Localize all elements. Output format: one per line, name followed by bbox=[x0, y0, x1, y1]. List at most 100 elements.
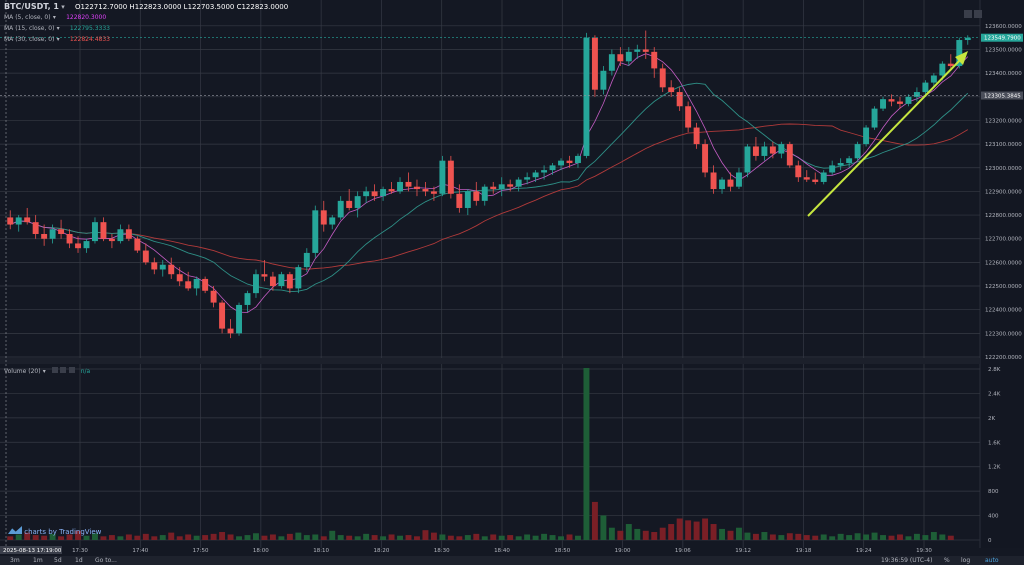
volume-bar bbox=[414, 536, 420, 540]
log-toggle[interactable]: log bbox=[961, 557, 971, 564]
candle-body bbox=[947, 63, 954, 67]
time-tick-label: 18:00 bbox=[253, 548, 269, 554]
volume-bar bbox=[837, 533, 844, 540]
volume-bar bbox=[108, 535, 115, 540]
volume-tick-label: 1.2K bbox=[988, 465, 1001, 471]
volume-bar bbox=[312, 534, 319, 540]
volume-bar bbox=[897, 534, 903, 540]
candle-body bbox=[303, 252, 310, 268]
volume-legend[interactable]: Volume (20) ▾ n/a bbox=[4, 367, 90, 375]
symbol-title[interactable]: BTC/USDT, 1 bbox=[4, 2, 59, 11]
range-1d-button[interactable]: 1d bbox=[75, 557, 83, 564]
volume-bar bbox=[685, 520, 692, 540]
candle-body bbox=[778, 144, 785, 154]
volume-bar bbox=[363, 533, 370, 540]
watermark-text: charts by TradingView bbox=[24, 528, 102, 536]
volume-bar bbox=[227, 534, 234, 540]
candle-body bbox=[769, 146, 776, 154]
candle-body bbox=[41, 233, 48, 239]
ma5-legend[interactable]: MA (5, close, 0) ▾ 122820.3000 bbox=[4, 13, 106, 21]
candle-body bbox=[566, 160, 573, 164]
volume-tick-label: 400 bbox=[988, 514, 999, 520]
price-tick-label: 123600.0000 bbox=[985, 24, 1022, 30]
ma15-label: MA (15, close, 0) bbox=[4, 25, 55, 32]
candle-body bbox=[371, 191, 378, 197]
candle-body bbox=[49, 229, 56, 239]
volume-bar bbox=[66, 534, 73, 540]
volume-bar bbox=[58, 536, 65, 540]
range-5d-button[interactable]: 5d bbox=[54, 557, 62, 564]
candle-body bbox=[795, 165, 802, 178]
price-tick-label: 122300.0000 bbox=[985, 331, 1022, 337]
eye-icon[interactable] bbox=[52, 367, 59, 373]
percent-toggle[interactable]: % bbox=[944, 557, 950, 564]
candle-body bbox=[142, 250, 149, 263]
volume-bar bbox=[854, 533, 861, 540]
chevron-down-icon[interactable]: ▾ bbox=[56, 36, 60, 43]
candle-body bbox=[168, 264, 175, 275]
volume-bar bbox=[693, 521, 700, 540]
candle-body bbox=[837, 163, 844, 166]
volume-bar bbox=[100, 536, 107, 540]
volume-tick-label: 800 bbox=[988, 489, 999, 495]
time-tick-label: 19:18 bbox=[795, 548, 811, 554]
ma15-legend[interactable]: MA (15, close, 0) ▾ 122795.3333 bbox=[4, 24, 110, 32]
crosshair-time-tag bbox=[0, 546, 62, 554]
volume-bar bbox=[880, 535, 886, 540]
candle-body bbox=[7, 217, 14, 225]
time-tick-label: 18:10 bbox=[313, 548, 329, 554]
ma30-legend[interactable]: MA (30, close, 0) ▾ 122824.4833 bbox=[4, 35, 110, 43]
price-tick-label: 122900.0000 bbox=[985, 189, 1022, 195]
candle-body bbox=[422, 189, 429, 192]
candle-body bbox=[591, 37, 598, 90]
candle-body bbox=[498, 184, 505, 190]
symbol-dropdown-icon[interactable]: ▾ bbox=[61, 3, 65, 11]
ma15-value: 122795.3333 bbox=[69, 25, 110, 32]
current-price-label: 123549.7900 bbox=[984, 36, 1021, 42]
tradingview-watermark[interactable]: charts by TradingView bbox=[8, 526, 101, 536]
price-tick-label: 122600.0000 bbox=[985, 260, 1022, 266]
candle-body bbox=[464, 191, 471, 208]
crosshair-time-label bbox=[2, 546, 8, 548]
candle-body bbox=[617, 54, 624, 62]
goto-button[interactable]: Go to... bbox=[95, 557, 117, 564]
volume-bar bbox=[930, 532, 937, 540]
close-pane-button[interactable] bbox=[974, 10, 982, 18]
candle-body bbox=[320, 210, 327, 225]
volume-bar bbox=[346, 535, 353, 540]
tradingview-logo-icon bbox=[8, 526, 22, 534]
range-1m-button[interactable]: 1m bbox=[33, 557, 43, 564]
price-tick-label: 123500.0000 bbox=[985, 47, 1022, 53]
range-3m-button[interactable]: 3m bbox=[10, 557, 20, 564]
candle-body bbox=[92, 222, 98, 242]
candle-body bbox=[125, 229, 132, 239]
volume-bar bbox=[473, 533, 480, 540]
volume-bar bbox=[261, 535, 268, 540]
volume-bar bbox=[507, 535, 514, 540]
candle-body bbox=[430, 191, 437, 194]
candle-body bbox=[414, 186, 420, 190]
candle-body bbox=[397, 181, 403, 192]
candle-body bbox=[659, 68, 666, 88]
volume-bar bbox=[913, 533, 920, 540]
candle-body bbox=[676, 92, 683, 107]
volume-bar bbox=[430, 532, 437, 540]
settings-icon[interactable] bbox=[60, 367, 67, 373]
candle-body bbox=[736, 172, 742, 187]
time-tick-label: 18:50 bbox=[554, 548, 570, 554]
auto-toggle[interactable]: auto bbox=[985, 557, 999, 564]
close-icon[interactable] bbox=[68, 367, 75, 373]
volume-bar bbox=[236, 536, 242, 540]
chevron-down-icon[interactable]: ▾ bbox=[56, 25, 60, 32]
maximize-pane-button[interactable] bbox=[964, 10, 972, 18]
candle-body bbox=[176, 274, 183, 282]
candle-body bbox=[185, 281, 192, 289]
candle-body bbox=[820, 172, 827, 182]
chevron-down-icon[interactable]: ▾ bbox=[42, 368, 46, 375]
time-tick-label: 19:30 bbox=[916, 548, 932, 554]
candle-body bbox=[15, 217, 22, 225]
volume-bar bbox=[786, 533, 793, 540]
chevron-down-icon[interactable]: ▾ bbox=[52, 14, 56, 21]
volume-bar bbox=[761, 532, 768, 540]
